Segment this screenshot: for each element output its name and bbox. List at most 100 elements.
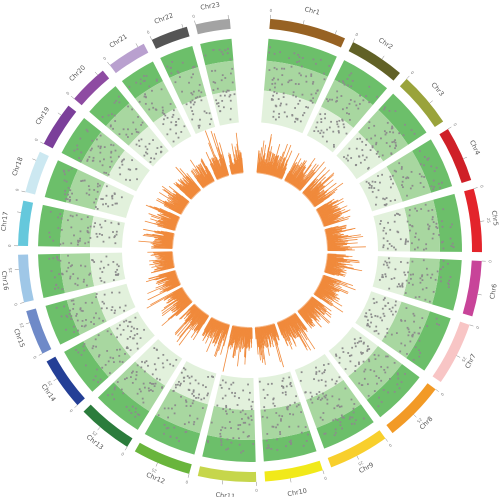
scatter-point-chr7-36 xyxy=(390,310,393,313)
scatter-point-chr7-73 xyxy=(414,346,417,349)
scatter-point-chr11-68 xyxy=(220,429,222,432)
scatter-point-chr11-37 xyxy=(242,450,245,452)
scatter-point-chr7-64 xyxy=(400,320,403,322)
scatter-point-chr1-74 xyxy=(272,110,275,113)
tick-label-chr9-0: 0 xyxy=(387,443,392,449)
scatter-point-chr2-33 xyxy=(335,100,337,103)
scatter-point-chr1-2 xyxy=(290,65,293,68)
scatter-point-chr18-30 xyxy=(67,187,70,189)
scatter-point-chr9-34 xyxy=(340,405,343,408)
scatter-point-chr13-4 xyxy=(158,378,161,381)
scatter-point-chr10-53 xyxy=(289,413,291,415)
scatter-point-chr5-1 xyxy=(442,247,445,250)
scatter-point-chr15-29 xyxy=(65,314,68,317)
scatter-point-chr8-35 xyxy=(366,345,369,348)
scatter-point-chr4-48 xyxy=(395,170,398,173)
scatter-point-chr1-1 xyxy=(323,72,325,75)
scatter-point-chr16-33 xyxy=(56,256,58,259)
scatter-point-chr15-36 xyxy=(103,302,105,305)
scatter-point-chr19-8 xyxy=(131,159,133,162)
scatter-point-chr2-14 xyxy=(357,107,360,110)
tick-label-chr15-1: 25 xyxy=(18,322,24,329)
scatter-point-chr8-26 xyxy=(358,382,361,385)
scatter-point-chr9-41 xyxy=(315,393,318,396)
band-inner-chr13 xyxy=(135,339,183,386)
scatter-point-chr20-46 xyxy=(145,151,147,154)
hist-baseline-chr21 xyxy=(202,180,215,189)
scatter-point-chr19-2 xyxy=(112,144,115,147)
scatter-point-chr2-12 xyxy=(331,98,334,101)
scatter-point-chr18-38 xyxy=(95,198,97,200)
tick-chr22-0 xyxy=(149,36,152,40)
scatter-point-chr3-52 xyxy=(385,142,388,144)
ideogram-chr14 xyxy=(46,356,85,406)
hist-baseline-chr19 xyxy=(180,201,190,215)
scatter-point-chr19-43 xyxy=(91,159,94,162)
scatter-point-chr5-17 xyxy=(386,240,389,242)
scatter-point-chr5-20 xyxy=(435,225,438,228)
scatter-point-chr13-21 xyxy=(131,371,133,374)
scatter-point-chr4-54 xyxy=(439,186,442,189)
scatter-point-chr1-90 xyxy=(296,61,298,64)
scatter-point-chr20-0 xyxy=(113,101,116,104)
scatter-point-chr23-0 xyxy=(227,89,230,92)
ideogram-chr13 xyxy=(83,404,133,447)
scatter-point-chr19-38 xyxy=(109,156,112,159)
scatter-point-chr10-60 xyxy=(292,413,295,416)
scatter-point-chr7-13 xyxy=(367,319,369,322)
ideogram-chr4 xyxy=(439,128,472,184)
scatter-point-chr12-21 xyxy=(197,382,200,385)
scatter-point-chr7-45 xyxy=(373,330,376,333)
scatter-point-chr15-27 xyxy=(66,316,69,318)
scatter-point-chr16-44 xyxy=(83,278,85,281)
scatter-point-chr6-17 xyxy=(422,259,425,262)
scatter-point-chr19-45 xyxy=(86,130,89,133)
scatter-point-chr11-30 xyxy=(244,421,247,424)
scatter-point-chr3-65 xyxy=(390,127,393,130)
scatter-point-chr6-52 xyxy=(449,276,452,278)
scatter-point-chr23-21 xyxy=(229,94,232,96)
band-middle-chr16 xyxy=(60,253,95,293)
scatter-point-chr17-32 xyxy=(86,231,89,234)
scatter-point-chr6-28 xyxy=(448,279,451,282)
scatter-point-chr1-66 xyxy=(300,74,302,77)
scatter-point-chr7-65 xyxy=(406,353,408,355)
scatter-point-chr11-19 xyxy=(228,421,231,423)
scatter-point-chr1-77 xyxy=(288,57,290,59)
scatter-point-chr5-71 xyxy=(441,225,444,228)
scatter-point-chr3-59 xyxy=(347,159,349,162)
scatter-point-chr17-12 xyxy=(67,219,69,222)
scatter-point-chr16-6 xyxy=(103,281,106,284)
scatter-point-chr10-29 xyxy=(288,440,291,443)
scatter-point-chr5-33 xyxy=(395,212,398,215)
scatter-point-chr14-62 xyxy=(83,349,86,352)
scatter-point-chr20-19 xyxy=(137,116,139,118)
scatter-point-chr2-0 xyxy=(343,83,346,86)
band-middle-chr5 xyxy=(404,199,440,252)
scatter-point-chr3-61 xyxy=(355,147,358,150)
scatter-point-chr15-32 xyxy=(84,301,87,304)
tick-label-chr5-1: 25 xyxy=(486,218,492,224)
tick-chr3-0 xyxy=(406,75,410,80)
label-chr11: Chr11 xyxy=(215,491,235,497)
scatter-point-chr6-25 xyxy=(447,262,449,265)
scatter-point-chr5-68 xyxy=(383,227,386,229)
scatter-point-chr16-53 xyxy=(114,271,117,273)
scatter-point-chr15-37 xyxy=(91,301,94,304)
scatter-point-chr13-14 xyxy=(147,364,149,367)
ideogram-chr19 xyxy=(43,105,77,149)
scatter-point-chr13-24 xyxy=(153,347,156,349)
scatter-point-chr19-47 xyxy=(110,151,113,154)
scatter-point-chr11-63 xyxy=(249,391,251,394)
scatter-point-chr9-8 xyxy=(311,395,313,398)
scatter-point-chr21-26 xyxy=(180,131,183,133)
scatter-point-chr1-54 xyxy=(285,103,288,106)
scatter-point-chr3-46 xyxy=(394,139,396,142)
scatter-point-chr9-54 xyxy=(336,405,339,407)
scatter-point-chr21-15 xyxy=(155,80,158,82)
scatter-point-chr12-62 xyxy=(183,380,185,383)
scatter-point-chr9-43 xyxy=(350,398,353,401)
scatter-point-chr3-47 xyxy=(368,127,370,129)
scatter-point-chr3-15 xyxy=(391,125,394,128)
scatter-point-chr7-47 xyxy=(413,331,416,334)
